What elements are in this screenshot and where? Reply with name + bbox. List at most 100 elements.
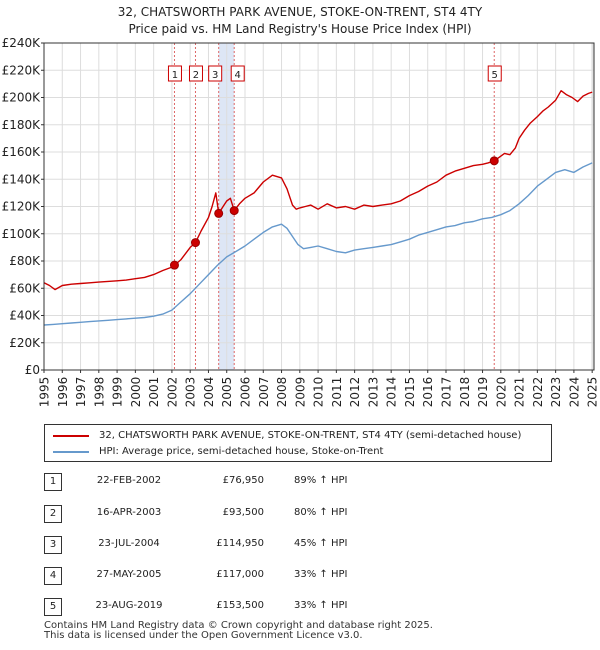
chart-subtitle: Price paid vs. HM Land Registry's House …: [128, 22, 472, 36]
chart-title: 32, CHATSWORTH PARK AVENUE, STOKE-ON-TRE…: [117, 5, 483, 19]
y-tick-label: £40K: [9, 309, 41, 323]
x-tick-label: 1999: [111, 377, 125, 408]
sale-label: 4: [235, 70, 241, 81]
y-tick-label: £80K: [9, 254, 41, 268]
footer-licence: This data is licensed under the Open Gov…: [44, 630, 363, 641]
y-tick-label: £60K: [9, 281, 41, 295]
x-tick-label: 2024: [567, 377, 581, 408]
x-tick-label: 2018: [458, 377, 472, 408]
x-tick-label: 2006: [238, 377, 252, 408]
x-tick-label: 2015: [403, 377, 417, 408]
sale-hpi-diff: 45% ↑ HPI: [294, 538, 348, 549]
x-tick-label: 2022: [531, 377, 545, 408]
y-tick-label: £160K: [2, 145, 42, 159]
x-tick-label: 2025: [586, 377, 600, 408]
y-tick-label: £120K: [2, 200, 42, 214]
x-tick-label: 1998: [92, 377, 106, 408]
sale-price: £153,500: [216, 600, 264, 611]
x-tick-label: 2004: [202, 377, 216, 408]
series-line-property: [43, 89, 593, 291]
sale-point: [169, 260, 179, 270]
sale-date: 27-MAY-2005: [96, 569, 162, 580]
x-tick-label: 2000: [129, 377, 143, 408]
sale-label: 2: [193, 70, 199, 81]
sale-label: 5: [492, 70, 498, 81]
y-tick-label: £140K: [2, 172, 42, 186]
legend-item-hpi: HPI: Average price, semi-detached house,…: [53, 446, 383, 457]
legend-swatch-property: [53, 434, 89, 437]
sale-date: 23-JUL-2004: [98, 538, 160, 549]
sale-hpi-diff: 33% ↑ HPI: [294, 569, 348, 580]
x-tick-label: 2017: [439, 377, 453, 408]
x-tick-label: 2016: [421, 377, 435, 408]
legend-label-hpi: HPI: Average price, semi-detached house,…: [99, 446, 384, 457]
x-tick-label: 2009: [293, 377, 307, 408]
sale-row: 3 23-JUL-2004 £114,950 45% ↑ HPI: [44, 536, 424, 554]
sale-label: 3: [212, 70, 218, 81]
sale-date: 16-APR-2003: [96, 507, 162, 518]
sale-row: 1 22-FEB-2002 £76,950 89% ↑ HPI: [44, 473, 424, 491]
sale-number-badge: 3: [44, 536, 62, 554]
sale-label-box: [208, 65, 223, 82]
x-tick-label: 1996: [56, 377, 70, 408]
sale-label-box: [230, 65, 245, 82]
sale-point: [214, 208, 224, 218]
x-tick-label: 2002: [165, 377, 179, 408]
sale-number-badge: 4: [44, 567, 62, 585]
sale-hpi-diff: 80% ↑ HPI: [294, 507, 348, 518]
x-tick-label: 2008: [275, 377, 289, 408]
x-tick-label: 2019: [476, 377, 490, 408]
x-tick-label: 2003: [184, 377, 198, 408]
sale-label: 1: [172, 70, 178, 81]
x-tick-label: 2014: [385, 377, 399, 408]
x-tick-label: 2020: [494, 377, 508, 408]
x-tick-label: 1997: [74, 377, 88, 408]
x-tick-label: 2013: [366, 377, 380, 408]
x-tick-label: 2001: [147, 377, 161, 408]
sale-number-badge: 2: [44, 505, 62, 523]
y-tick-label: £20K: [9, 336, 41, 350]
legend: 32, CHATSWORTH PARK AVENUE, STOKE-ON-TRE…: [44, 424, 552, 462]
chart-title-block: 32, CHATSWORTH PARK AVENUE, STOKE-ON-TRE…: [0, 4, 600, 38]
x-tick-label: 2021: [513, 377, 527, 408]
sale-label-box: [188, 65, 203, 82]
price-chart: 1 2 3 4 5 £0 £20K £40K £60K £80K £100K £120K £140K £…: [2, 36, 600, 408]
y-tick-label: £100K: [2, 227, 42, 241]
sale-point: [190, 238, 200, 248]
sale-point: [489, 156, 499, 166]
sale-number-badge: 1: [44, 473, 62, 491]
y-tick-label: £0: [25, 363, 40, 377]
sale-label-box: [487, 65, 502, 82]
x-tick-label: 2007: [257, 377, 271, 408]
sale-hpi-diff: 33% ↑ HPI: [294, 600, 348, 611]
sale-price: £114,950: [216, 538, 264, 549]
sale-price: £117,000: [216, 569, 264, 580]
footer-copyright: Contains HM Land Registry data © Crown c…: [44, 620, 433, 631]
sale-label-box: [167, 65, 182, 82]
sale-date: 22-FEB-2002: [96, 475, 162, 486]
y-tick-label: £240K: [2, 36, 42, 50]
x-tick-label: 2012: [348, 377, 362, 408]
sale-row: 2 16-APR-2003 £93,500 80% ↑ HPI: [44, 505, 424, 523]
sale-price: £76,950: [222, 475, 264, 486]
y-tick-label: £220K: [2, 63, 42, 77]
x-tick-label: 2005: [220, 377, 234, 408]
x-tick-label: 2023: [549, 377, 563, 408]
legend-item-property: 32, CHATSWORTH PARK AVENUE, STOKE-ON-TRE…: [53, 430, 521, 441]
sale-date: 23-AUG-2019: [95, 600, 163, 611]
sale-price: £93,500: [222, 507, 264, 518]
series-line-hpi: [43, 162, 593, 326]
sale-row: 5 23-AUG-2019 £153,500 33% ↑ HPI: [44, 598, 424, 616]
sale-number-badge: 5: [44, 598, 62, 616]
y-tick-label: £200K: [2, 91, 42, 105]
legend-label-property: 32, CHATSWORTH PARK AVENUE, STOKE-ON-TRE…: [99, 430, 522, 441]
x-tick-label: 1995: [38, 377, 52, 408]
footer: Contains HM Land Registry data © Crown c…: [44, 621, 433, 641]
x-tick-label: 2011: [330, 377, 344, 408]
legend-swatch-hpi: [53, 450, 89, 453]
x-tick-label: 2010: [312, 377, 326, 408]
sale-row: 4 27-MAY-2005 £117,000 33% ↑ HPI: [44, 567, 424, 585]
y-tick-label: £180K: [2, 118, 42, 132]
sale-hpi-diff: 89% ↑ HPI: [294, 475, 348, 486]
sale-point: [229, 206, 239, 216]
